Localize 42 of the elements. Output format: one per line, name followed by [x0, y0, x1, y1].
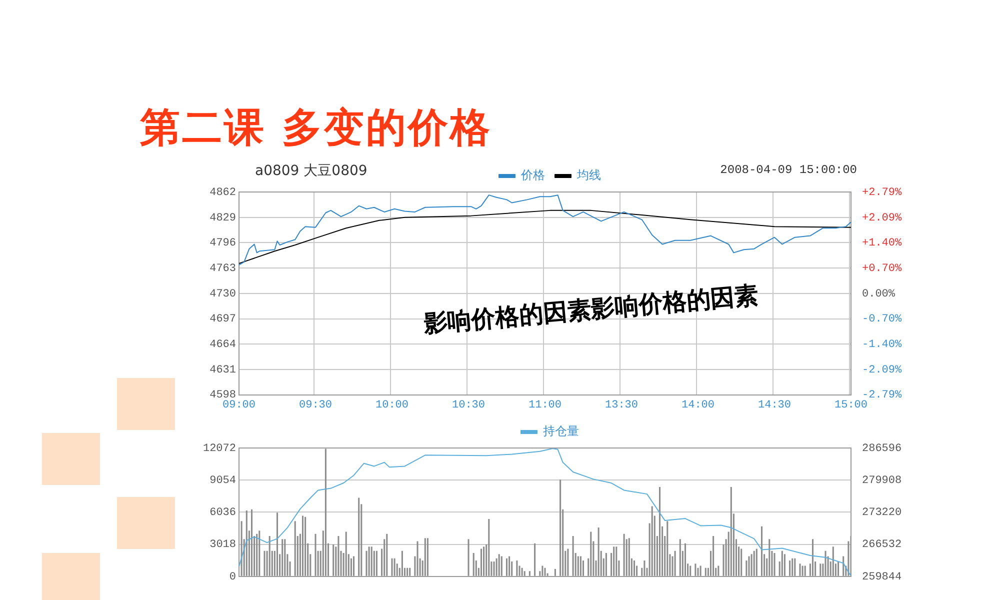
- y2-tick-label: +1.40%: [862, 237, 902, 250]
- y-tick-label: 3018: [210, 539, 236, 552]
- x-tick-label: 09:30: [298, 399, 332, 412]
- x-tick-label: 11:00: [528, 399, 562, 412]
- x-tick-label: 10:00: [375, 399, 409, 412]
- text: 2008-04-09 15:00:00: [720, 163, 857, 177]
- legend-label: 均线: [576, 168, 601, 182]
- x-tick-label: 09:00: [222, 399, 256, 412]
- x-tick-label: 14:00: [681, 399, 715, 412]
- y-tick-label: 0: [229, 571, 236, 584]
- y2-tick-label: 259844: [862, 571, 902, 584]
- y-tick-label: 4697: [210, 314, 236, 326]
- y2-tick-label: +0.70%: [862, 262, 902, 275]
- y-tick-label: 6036: [210, 507, 236, 520]
- chart-subtitle: a0809 大豆0809: [255, 162, 368, 180]
- y2-tick-label: 286596: [862, 442, 902, 455]
- y-tick-label: 12072: [202, 442, 236, 455]
- y2-tick-label: 0.00%: [862, 288, 896, 300]
- x-tick-label: 14:30: [758, 399, 792, 412]
- y-tick-label: 4763: [210, 262, 236, 275]
- y-tick-label: 4829: [210, 212, 236, 224]
- y2-tick-label: -2.09%: [862, 364, 902, 376]
- legend-label: 价格: [520, 168, 545, 182]
- y-tick-label: 4664: [210, 339, 236, 352]
- y2-tick-label: 266532: [862, 539, 902, 552]
- annotation: 影响价格的因素影响价格的因素: [422, 278, 760, 340]
- y-tick-label: 4862: [210, 186, 236, 199]
- x-tick-label: 13:30: [604, 399, 638, 412]
- y-tick-label: 9054: [210, 475, 236, 488]
- chart-title: 第二课 多变的价格: [140, 104, 492, 153]
- y2-tick-label: -0.70%: [862, 314, 902, 326]
- y-tick-label: 4631: [210, 364, 236, 376]
- y2-tick-label: 273220: [862, 507, 902, 520]
- y-tick-label: 4730: [210, 288, 236, 300]
- x-tick-label: 15:00: [834, 399, 868, 412]
- y2-tick-label: -1.40%: [862, 339, 902, 352]
- y-tick-label: 4796: [210, 238, 236, 250]
- y2-tick-label: +2.79%: [862, 186, 902, 199]
- y2-tick-label: 279908: [862, 475, 902, 488]
- y2-tick-label: +2.09%: [862, 212, 902, 224]
- x-tick-label: 10:30: [452, 399, 486, 412]
- legend-label: 持仓量: [543, 424, 579, 438]
